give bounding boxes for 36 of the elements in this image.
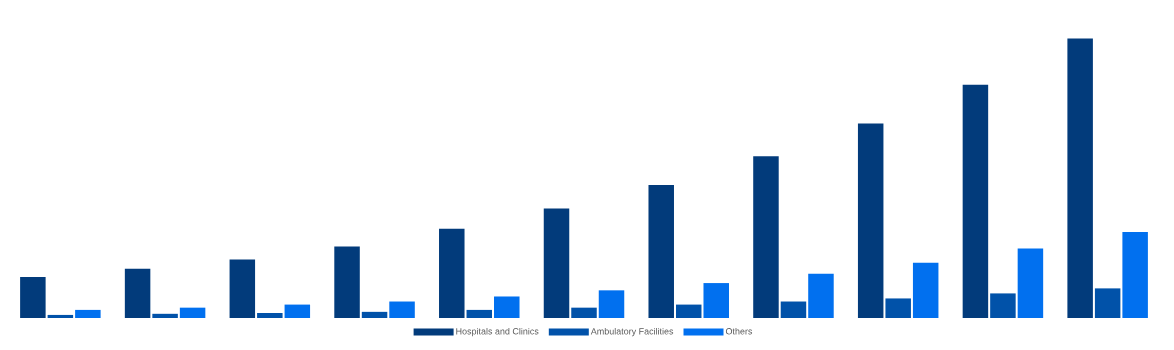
- bar: [334, 246, 360, 318]
- bar: [439, 228, 465, 318]
- bar: [1094, 288, 1121, 318]
- bar: [962, 84, 989, 318]
- bar: [648, 185, 674, 318]
- legend-label: Ambulatory Facilities: [590, 327, 674, 337]
- legend-label: Hospitals and Clinics: [456, 327, 539, 337]
- bar: [257, 312, 283, 318]
- bar: [808, 273, 834, 318]
- bar: [703, 283, 729, 318]
- bar: [912, 262, 939, 318]
- bar: [466, 309, 493, 318]
- bar: [124, 268, 151, 318]
- bar: [753, 156, 779, 318]
- bar: [675, 304, 702, 318]
- bar: [1017, 248, 1044, 318]
- bar: [47, 314, 74, 318]
- bar: [75, 309, 101, 318]
- legend-label: Others: [725, 327, 753, 335]
- bar: [543, 208, 570, 318]
- bar: [389, 301, 415, 318]
- bar: [598, 290, 625, 318]
- bar: [494, 296, 520, 318]
- bar: [571, 307, 597, 318]
- bar: [361, 311, 388, 318]
- bar: [229, 259, 256, 318]
- bar: [179, 307, 206, 318]
- bar: [152, 313, 178, 318]
- bar: [990, 293, 1016, 318]
- bar: [20, 276, 46, 318]
- bar: [1122, 231, 1148, 318]
- bar: [857, 123, 884, 318]
- bar: [885, 298, 911, 318]
- bar: [284, 304, 311, 318]
- bar: [1067, 38, 1093, 318]
- bar: [780, 301, 807, 318]
